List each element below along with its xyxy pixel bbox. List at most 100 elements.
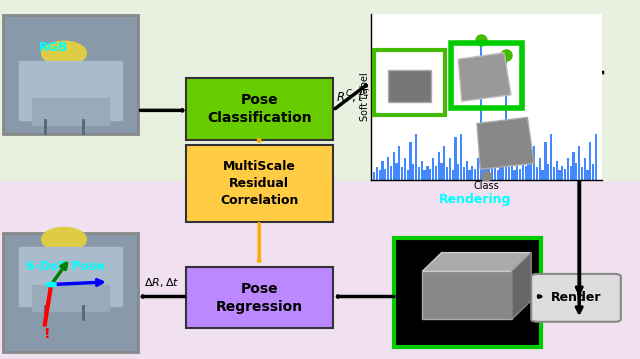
Bar [544, 142, 547, 180]
Text: $\Delta R, \Delta t$: $\Delta R, \Delta t$ [144, 276, 179, 289]
Text: Render: Render [551, 292, 601, 304]
Bar [468, 171, 470, 180]
Text: RGB: RGB [38, 41, 68, 54]
Bar [516, 166, 518, 180]
Polygon shape [512, 253, 531, 319]
Bar [432, 158, 434, 180]
Bar [530, 163, 532, 180]
Bar [561, 166, 563, 180]
Bar [390, 166, 392, 180]
FancyBboxPatch shape [186, 79, 333, 140]
Bar [454, 137, 456, 180]
Y-axis label: Soft Label: Soft Label [360, 73, 370, 121]
Bar [488, 146, 490, 180]
FancyBboxPatch shape [3, 15, 138, 134]
Bar [440, 163, 443, 180]
Text: MultiScale
Residual
Correlation: MultiScale Residual Correlation [220, 160, 298, 207]
Bar [572, 153, 575, 180]
Bar [457, 164, 460, 180]
Bar [396, 163, 397, 180]
Bar [466, 162, 468, 180]
Bar [452, 171, 454, 180]
Bar [477, 158, 479, 180]
FancyBboxPatch shape [394, 238, 541, 347]
FancyBboxPatch shape [0, 181, 640, 359]
Bar [483, 153, 484, 180]
Text: Rendering: Rendering [438, 193, 511, 206]
Polygon shape [422, 253, 531, 271]
Bar [570, 166, 572, 180]
Bar [463, 168, 465, 180]
Ellipse shape [42, 227, 86, 251]
Bar [485, 163, 488, 180]
Bar [558, 171, 561, 180]
Bar [536, 168, 538, 180]
Bar [32, 285, 109, 311]
Polygon shape [388, 70, 431, 102]
Bar [420, 162, 423, 180]
Bar [586, 171, 589, 180]
Bar [553, 168, 555, 180]
Bar [426, 166, 429, 180]
Polygon shape [422, 271, 512, 319]
Bar [471, 166, 474, 180]
FancyBboxPatch shape [3, 233, 138, 352]
Bar [493, 158, 496, 180]
Bar [384, 169, 387, 180]
Bar [578, 146, 580, 180]
Bar [567, 158, 569, 180]
Bar [564, 169, 566, 180]
Text: Pose
Regression: Pose Regression [216, 282, 303, 314]
Bar [547, 164, 549, 180]
Text: 6-DoF Pose: 6-DoF Pose [26, 260, 104, 273]
Bar [589, 142, 591, 180]
Bar [499, 142, 502, 180]
Bar [479, 45, 482, 180]
Bar [508, 168, 510, 180]
Polygon shape [458, 53, 511, 101]
Bar [592, 164, 595, 180]
Bar [19, 247, 122, 306]
Text: $R^C, t^C$: $R^C, t^C$ [336, 88, 371, 106]
Bar [539, 158, 541, 180]
Bar [381, 162, 383, 180]
Bar [527, 153, 530, 180]
Bar [522, 158, 524, 180]
Bar [435, 166, 437, 180]
Bar [474, 169, 476, 180]
Bar [387, 157, 389, 180]
Bar [19, 61, 122, 120]
Bar [410, 142, 412, 180]
Bar [418, 168, 420, 180]
Bar [446, 168, 448, 180]
Bar [376, 168, 378, 180]
Bar [404, 158, 406, 180]
Bar [511, 162, 513, 180]
Bar [581, 168, 583, 180]
Circle shape [46, 283, 56, 287]
Bar [584, 158, 586, 180]
Bar [449, 158, 451, 180]
Bar [491, 168, 493, 180]
Bar [550, 135, 552, 180]
Polygon shape [477, 117, 534, 169]
Bar [424, 171, 426, 180]
Bar [525, 166, 527, 180]
Bar [513, 171, 516, 180]
Bar [556, 162, 558, 180]
Ellipse shape [42, 41, 86, 65]
Bar [505, 59, 507, 180]
FancyBboxPatch shape [186, 267, 333, 328]
FancyBboxPatch shape [186, 145, 333, 222]
Bar [502, 164, 504, 180]
FancyBboxPatch shape [0, 0, 640, 181]
Text: Pose
Classification: Pose Classification [207, 93, 312, 125]
X-axis label: Class: Class [474, 181, 499, 191]
Bar [378, 171, 381, 180]
Bar [497, 171, 499, 180]
Bar [575, 163, 577, 180]
Bar [519, 169, 521, 180]
Bar [32, 98, 109, 125]
Bar [460, 135, 462, 180]
Bar [401, 168, 403, 180]
